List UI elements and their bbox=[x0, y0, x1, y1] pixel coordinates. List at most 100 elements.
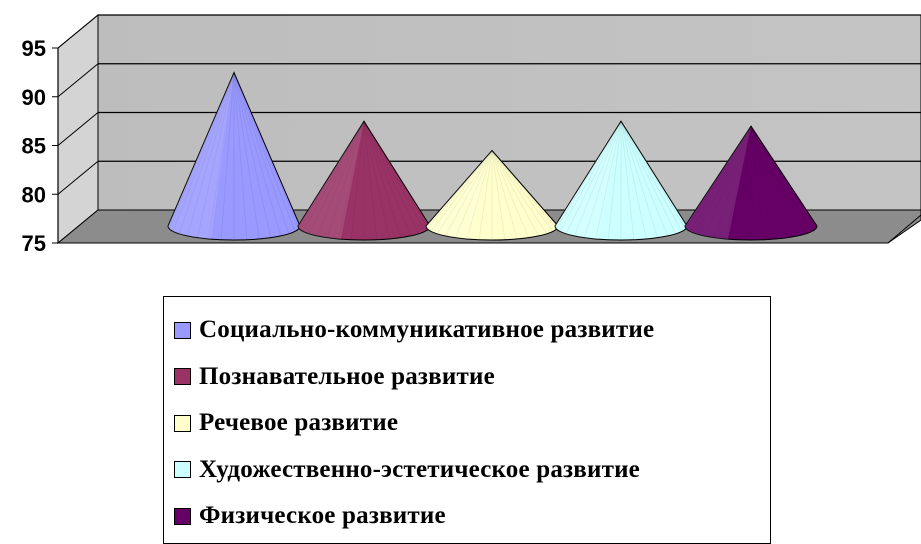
cone-shade-line bbox=[737, 126, 752, 240]
cone-shade-line bbox=[363, 121, 420, 234]
cone-shade-line bbox=[178, 72, 235, 234]
y-tick-label: 95 bbox=[22, 36, 46, 61]
legend-label: Речевое развитие bbox=[199, 409, 399, 437]
cone-shade-line bbox=[298, 120, 365, 229]
cone-shade-line bbox=[430, 150, 493, 232]
cone-shade-line bbox=[466, 150, 493, 240]
gridline-side bbox=[57, 160, 99, 195]
cone-shade-line bbox=[326, 121, 365, 238]
cone-shade-line bbox=[478, 150, 493, 240]
cone-shade-line bbox=[220, 72, 235, 240]
cone-shade-line bbox=[350, 121, 365, 240]
cone-shade-line bbox=[491, 150, 558, 230]
cone-shade-line bbox=[491, 150, 554, 232]
cone-highlight bbox=[297, 121, 364, 240]
y-tick-label: 80 bbox=[22, 182, 46, 207]
cone-shade-line bbox=[444, 150, 493, 237]
legend-swatch bbox=[174, 507, 191, 525]
cone-bar bbox=[554, 120, 688, 241]
cone-shade-line bbox=[689, 125, 752, 232]
legend-label: Социально-коммуникативное развитие bbox=[199, 316, 655, 344]
cone-highlight bbox=[167, 72, 234, 240]
legend-swatch bbox=[174, 461, 191, 479]
cone-shade-line bbox=[750, 125, 813, 232]
cone-shade-line bbox=[233, 72, 290, 234]
legend-item: Физическое развитие bbox=[174, 493, 770, 540]
cone-shade-line bbox=[750, 125, 799, 237]
cone-bar bbox=[167, 71, 301, 241]
cone-shade-line bbox=[559, 121, 622, 232]
gridline-side bbox=[57, 63, 99, 98]
cone-body bbox=[554, 120, 688, 241]
cone-shade-line bbox=[695, 125, 752, 235]
cone-shade-line bbox=[172, 72, 235, 232]
cone-shade-line bbox=[208, 72, 235, 240]
cone-shade-line bbox=[363, 120, 430, 229]
y-tick-label: 90 bbox=[22, 85, 46, 110]
cone-shade-line bbox=[750, 125, 807, 235]
cone-shade-line bbox=[620, 121, 659, 238]
cone-shade-line bbox=[620, 121, 647, 240]
cone-shade-line bbox=[363, 121, 426, 232]
cone-highlight bbox=[554, 121, 621, 240]
cone-shade-line bbox=[583, 121, 622, 238]
legend-label: Познавательное развитие bbox=[199, 362, 495, 390]
cone-shade-line bbox=[233, 72, 300, 229]
cone-shade-line bbox=[426, 150, 493, 230]
cone-shade-line bbox=[750, 126, 765, 240]
legend-swatch bbox=[174, 368, 191, 386]
cone-shade-line bbox=[338, 121, 365, 240]
cone-shade-line bbox=[713, 125, 752, 238]
cone-shade-line bbox=[607, 121, 622, 240]
cone-body bbox=[425, 149, 559, 241]
legend-item: Художественно-эстетическое развитие bbox=[174, 447, 770, 494]
cone-bar bbox=[425, 149, 559, 241]
cone-shade-line bbox=[750, 126, 777, 240]
cone-shade-line bbox=[363, 121, 412, 237]
legend-swatch bbox=[174, 321, 191, 339]
cone-shade-line bbox=[491, 150, 518, 240]
cone-shade-line bbox=[685, 125, 752, 229]
gridline-side bbox=[57, 14, 99, 49]
cone-shade-line bbox=[595, 121, 622, 240]
cone-shade-line bbox=[196, 72, 235, 238]
legend-swatch bbox=[174, 414, 191, 432]
cone-shade-line bbox=[620, 121, 635, 240]
cone-shade-line bbox=[363, 121, 378, 240]
cone-shade-line bbox=[308, 121, 365, 234]
legend-label: Физическое развитие bbox=[199, 502, 446, 530]
cone-body bbox=[167, 71, 301, 241]
legend-item: Речевое развитие bbox=[174, 400, 770, 447]
cone-shade-line bbox=[573, 121, 622, 237]
cone-shade-line bbox=[725, 126, 752, 240]
chart-floor-edge bbox=[887, 214, 921, 244]
cone-body bbox=[684, 125, 818, 241]
gridline-side bbox=[57, 112, 99, 146]
y-tick-label: 85 bbox=[22, 134, 46, 159]
cone-shade-line bbox=[620, 120, 687, 229]
cone-shade-line bbox=[565, 121, 622, 234]
cone-shade-line bbox=[491, 150, 530, 238]
cone-shade-line bbox=[703, 125, 752, 237]
cone-highlight bbox=[684, 126, 751, 240]
cone-shade-line bbox=[491, 150, 548, 235]
cone-shade-line bbox=[233, 72, 248, 240]
legend-item: Социально-коммуникативное развитие bbox=[174, 307, 770, 354]
cone-shade-line bbox=[750, 125, 817, 229]
cone-shade-line bbox=[491, 150, 506, 240]
cone-shade-line bbox=[233, 72, 260, 240]
cone-shade-line bbox=[491, 150, 540, 237]
y-tick-label: 75 bbox=[22, 231, 46, 256]
cone-shade-line bbox=[620, 121, 683, 232]
cone-shade-line bbox=[454, 150, 493, 238]
cone-bar bbox=[297, 120, 431, 241]
cone-shade-line bbox=[302, 121, 365, 232]
cone-shade-line bbox=[233, 72, 296, 232]
cone-bar bbox=[684, 125, 818, 241]
cone-highlight bbox=[425, 150, 492, 240]
cone-shade-line bbox=[363, 121, 390, 240]
cone-shade-line bbox=[620, 121, 669, 237]
cone-body bbox=[297, 120, 431, 241]
cone-shade-line bbox=[316, 121, 365, 237]
